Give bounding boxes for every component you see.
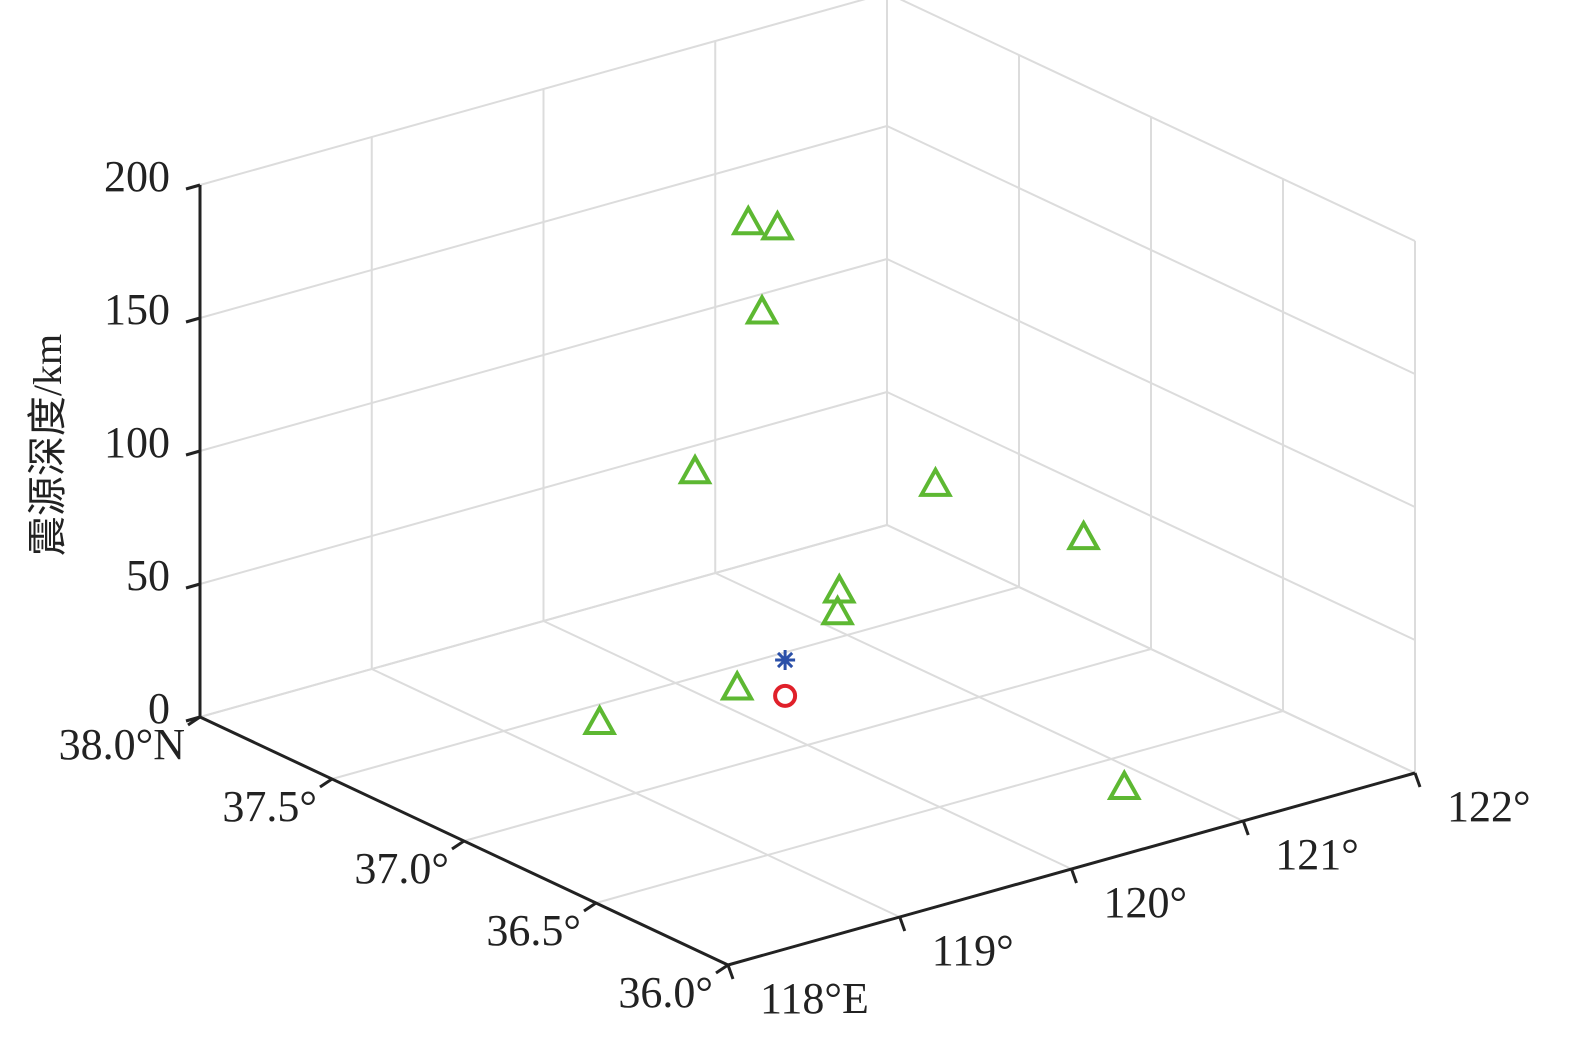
y-tick <box>715 963 729 975</box>
station-marker <box>582 703 618 735</box>
grid-line <box>199 258 888 452</box>
station-marker <box>820 594 855 626</box>
grid-line <box>199 0 866 186</box>
grid-line <box>199 524 888 718</box>
z-tick <box>185 183 201 191</box>
x-tick-label: 122° <box>1447 782 1531 831</box>
x-tick <box>1241 820 1250 836</box>
station-marker <box>677 453 713 485</box>
y-tick-label: 36.0° <box>618 968 713 1017</box>
grid-line <box>199 391 888 585</box>
z-tick <box>185 316 201 324</box>
z-tick-label: 50 <box>126 551 170 600</box>
grid-line <box>886 125 1416 375</box>
hypocenter-marker <box>775 649 796 670</box>
grid-line <box>886 258 1416 508</box>
y-tick-label: 37.0° <box>354 844 449 893</box>
grid-line <box>199 125 888 319</box>
x-tick-label: 118°E <box>760 974 869 1023</box>
grid-line <box>331 586 1020 780</box>
x-tick-label: 121° <box>1275 830 1359 879</box>
x-tick-label: 120° <box>1104 878 1188 927</box>
x-tick <box>1413 772 1422 788</box>
y-tick <box>583 901 597 913</box>
station-marker <box>760 209 795 241</box>
y-tick-label: 37.5° <box>222 782 317 831</box>
station-marker <box>918 465 953 497</box>
z-axis-label: 震源深度/km <box>25 334 70 556</box>
z-tick-label: 0 <box>148 684 170 733</box>
y-tick-label: 36.5° <box>486 906 581 955</box>
grid-line <box>886 391 1416 641</box>
station-marker <box>719 669 755 701</box>
x-tick <box>1070 868 1078 884</box>
grid-line <box>463 648 1152 842</box>
z-tick <box>185 582 201 590</box>
y-tick <box>319 777 333 789</box>
y-tick <box>451 839 465 851</box>
x-tick <box>898 916 907 932</box>
z-tick <box>185 449 201 457</box>
z-tick-label: 150 <box>104 285 170 334</box>
z-tick <box>185 715 201 723</box>
z-tick-label: 100 <box>104 418 170 467</box>
grid-line <box>899 0 1416 242</box>
z-tick-label: 200 <box>104 152 170 201</box>
epicenter-marker <box>773 683 798 708</box>
y-tick-label: 38.0°N <box>59 720 185 769</box>
grid-line <box>595 710 1284 904</box>
station-marker <box>1106 768 1142 800</box>
x-tick <box>726 964 735 980</box>
x-tick-label: 119° <box>932 926 1014 975</box>
grid-line <box>886 524 1416 774</box>
station-marker <box>1066 519 1101 551</box>
station-marker <box>744 293 780 325</box>
station-marker <box>730 204 766 236</box>
